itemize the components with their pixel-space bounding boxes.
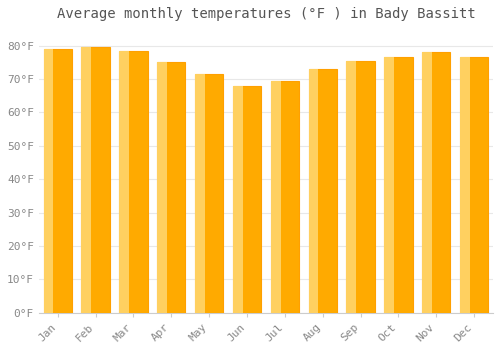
Bar — [460, 57, 488, 313]
Bar — [82, 47, 110, 313]
Bar — [460, 57, 470, 313]
Bar — [82, 47, 92, 313]
Bar — [270, 81, 299, 313]
Bar — [157, 62, 167, 313]
Bar — [119, 51, 129, 313]
Bar — [384, 57, 412, 313]
Bar — [308, 69, 337, 313]
Title: Average monthly temperatures (°F ) in Bady Bassitt: Average monthly temperatures (°F ) in Ba… — [56, 7, 476, 21]
Bar — [422, 52, 432, 313]
Bar — [270, 81, 280, 313]
Bar — [233, 86, 261, 313]
Bar — [44, 49, 72, 313]
Bar — [346, 61, 375, 313]
Bar — [195, 74, 205, 313]
Bar — [157, 62, 186, 313]
Bar — [346, 61, 356, 313]
Bar — [308, 69, 318, 313]
Bar — [233, 86, 242, 313]
Bar — [119, 51, 148, 313]
Bar — [384, 57, 394, 313]
Bar — [44, 49, 54, 313]
Bar — [422, 52, 450, 313]
Bar — [195, 74, 224, 313]
